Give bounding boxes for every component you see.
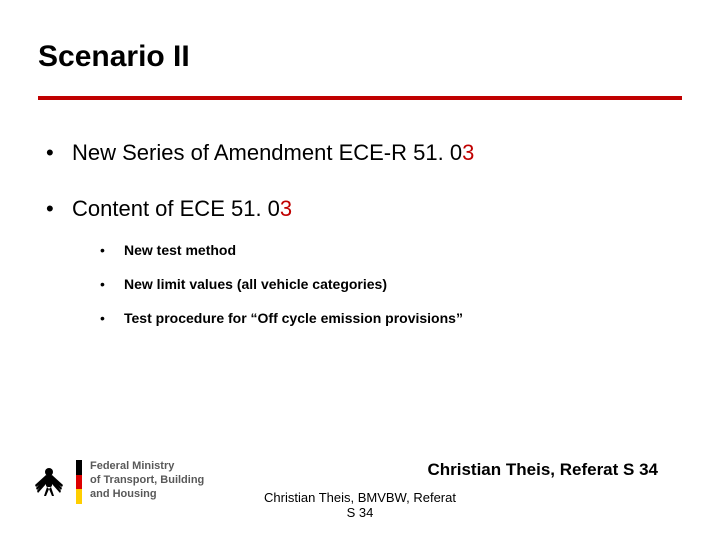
bullet-dot: • <box>46 196 72 222</box>
bullet-text-accent: 3 <box>462 140 474 165</box>
slide-title: Scenario II <box>38 40 190 74</box>
flag-stripe-black <box>76 460 82 475</box>
bullet-l2: • Test procedure for “Off cycle emission… <box>100 310 660 326</box>
bullet-text: New test method <box>124 242 236 258</box>
bullet-l2: • New test method <box>100 242 660 258</box>
attribution-primary: Christian Theis, Referat S 34 <box>427 460 658 480</box>
bullet-text: Content of ECE 51. 03 <box>72 196 292 222</box>
title-underline <box>38 96 682 100</box>
attribution-line: Christian Theis, BMVBW, Referat <box>264 490 456 505</box>
level1-bullets: • New Series of Amendment ECE-R 51. 03 •… <box>46 140 676 252</box>
level2-bullets: • New test method • New limit values (al… <box>100 242 660 344</box>
ministry-line: of Transport, Building <box>90 474 204 488</box>
attribution-line: S 34 <box>347 505 374 520</box>
bullet-l1: • Content of ECE 51. 03 <box>46 196 676 222</box>
ministry-line: Federal Ministry <box>90 460 204 474</box>
slide: Scenario II • New Series of Amendment EC… <box>0 0 720 540</box>
bullet-text-accent: 3 <box>280 196 292 221</box>
bullet-text-main: New Series of Amendment ECE-R 51. 0 <box>72 140 462 165</box>
bullet-text-main: Content of ECE 51. 0 <box>72 196 280 221</box>
bullet-dot: • <box>100 276 124 292</box>
attribution-secondary: Christian Theis, BMVBW, Referat S 34 <box>0 490 720 520</box>
bullet-dot: • <box>46 140 72 166</box>
bullet-text: Test procedure for “Off cycle emission p… <box>124 310 463 326</box>
bullet-dot: • <box>100 242 124 258</box>
bullet-text: New Series of Amendment ECE-R 51. 03 <box>72 140 474 166</box>
bullet-l2: • New limit values (all vehicle categori… <box>100 276 660 292</box>
bullet-text: New limit values (all vehicle categories… <box>124 276 387 292</box>
bullet-l1: • New Series of Amendment ECE-R 51. 03 <box>46 140 676 166</box>
flag-stripe-red <box>76 475 82 490</box>
bullet-dot: • <box>100 310 124 326</box>
